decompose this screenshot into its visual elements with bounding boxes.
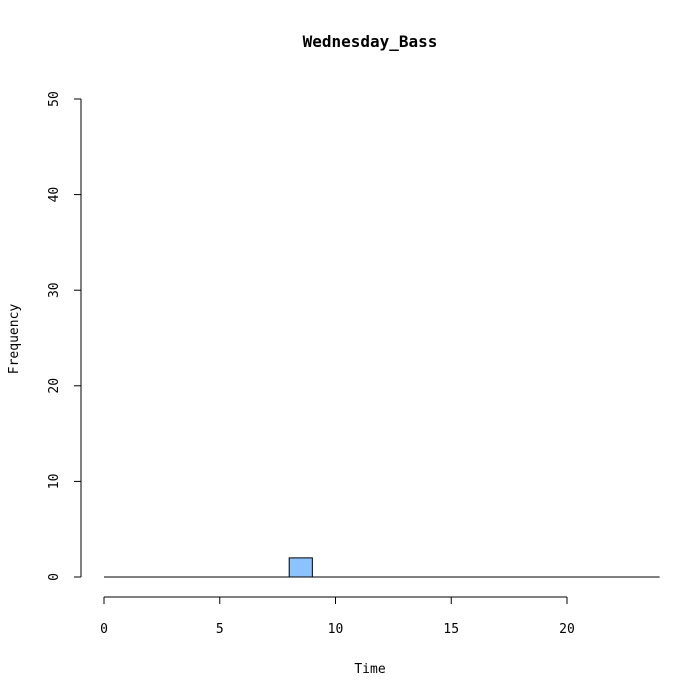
y-axis-label: Frequency [7,304,22,375]
y-tick-label-0: 0 [47,573,62,581]
y-tick-label-50: 50 [47,91,62,107]
y-tick-label-30: 30 [47,282,62,298]
y-axis: 0 10 20 30 40 50 [47,91,82,581]
x-tick-label-0: 0 [100,622,108,637]
x-axis: 0 5 10 15 20 [100,596,575,637]
x-axis-label: Time [354,662,385,677]
y-tick-label-20: 20 [47,378,62,394]
x-tick-label-10: 10 [328,622,344,637]
bars-group [104,557,660,578]
x-tick-label-15: 15 [443,622,459,637]
histogram-bar-8 [288,557,313,578]
y-tick-label-10: 10 [47,474,62,490]
chart-title: Wednesday_Bass [303,32,438,51]
y-tick-label-40: 40 [47,187,62,203]
x-tick-label-20: 20 [559,622,575,637]
x-tick-label-5: 5 [216,622,224,637]
